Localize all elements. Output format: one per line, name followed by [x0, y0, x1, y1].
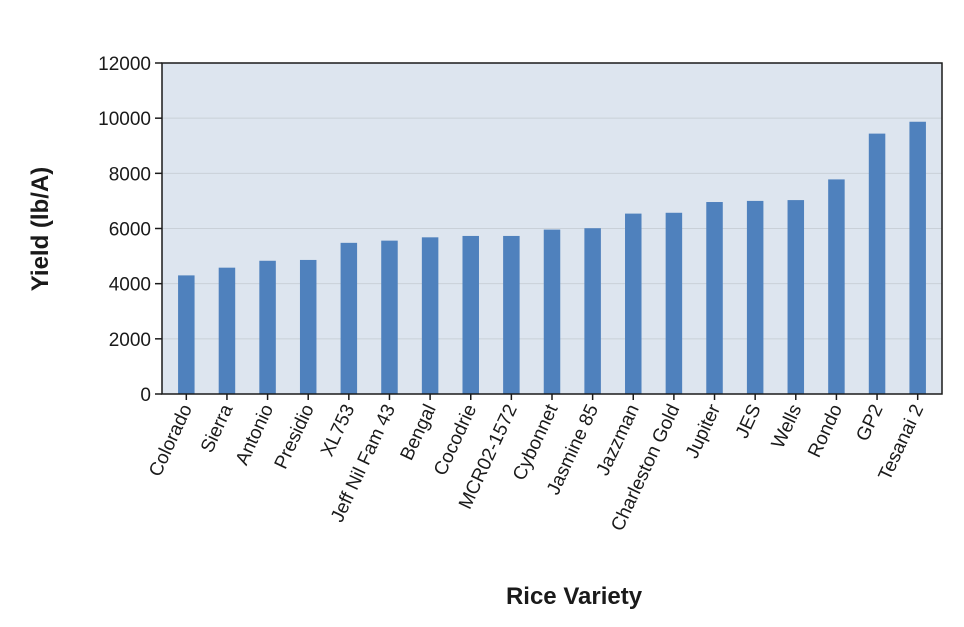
y-tick-label: 10000: [98, 109, 151, 130]
x-tick-label: Colorado: [145, 401, 197, 480]
x-tick-label: Rondo: [804, 401, 847, 461]
x-tick-label: Wells: [768, 401, 807, 452]
bar-bengal: [421, 237, 439, 394]
bar-jasmine-85: [584, 228, 601, 394]
bar-jes: [746, 200, 764, 394]
x-tick-label: XL753: [317, 401, 359, 460]
y-tick-label: 4000: [109, 275, 151, 296]
bar-xl753: [340, 242, 358, 394]
bar-colorado: [178, 275, 195, 394]
bar-antonio: [259, 260, 276, 394]
x-tick-label: Bengal: [397, 401, 441, 464]
bar-sierra: [218, 267, 236, 394]
bars: [178, 121, 926, 394]
x-tick-label: Antonio: [232, 401, 278, 468]
y-tick-label: 8000: [109, 164, 151, 185]
bar-wells: [787, 200, 805, 394]
bar-charleston-gold: [665, 212, 683, 394]
x-tick-label: Presidio: [271, 401, 319, 472]
x-tick-label: JES: [732, 401, 766, 441]
bar-presidio: [299, 259, 317, 394]
y-axis-ticks: 0 2000 4000 6000 8000 10000 12000: [98, 54, 162, 406]
x-tick-label: Sierra: [197, 401, 238, 456]
y-tick-label: 12000: [98, 54, 151, 75]
y-tick-label: 0: [140, 385, 151, 406]
bar-cybonnet: [543, 229, 561, 394]
x-tick-label: Jupiter: [682, 401, 725, 462]
x-tick-label: GP2: [852, 401, 887, 444]
bar-rondo: [828, 179, 845, 394]
bar-jupiter: [706, 202, 723, 394]
bar-cocodrie: [462, 235, 479, 394]
y-tick-label: 2000: [109, 330, 151, 351]
x-axis-title: Rice Variety: [506, 583, 643, 610]
bar-tesanai-2: [909, 121, 926, 394]
bar-gp2: [868, 133, 886, 394]
y-tick-label: 6000: [109, 220, 151, 241]
y-axis-title: Yield (lb/A): [27, 167, 54, 291]
bar-mcr02-1572: [503, 235, 520, 394]
bar-jeff-nil-fam-43: [381, 240, 398, 394]
bar-jazzman: [625, 213, 642, 394]
